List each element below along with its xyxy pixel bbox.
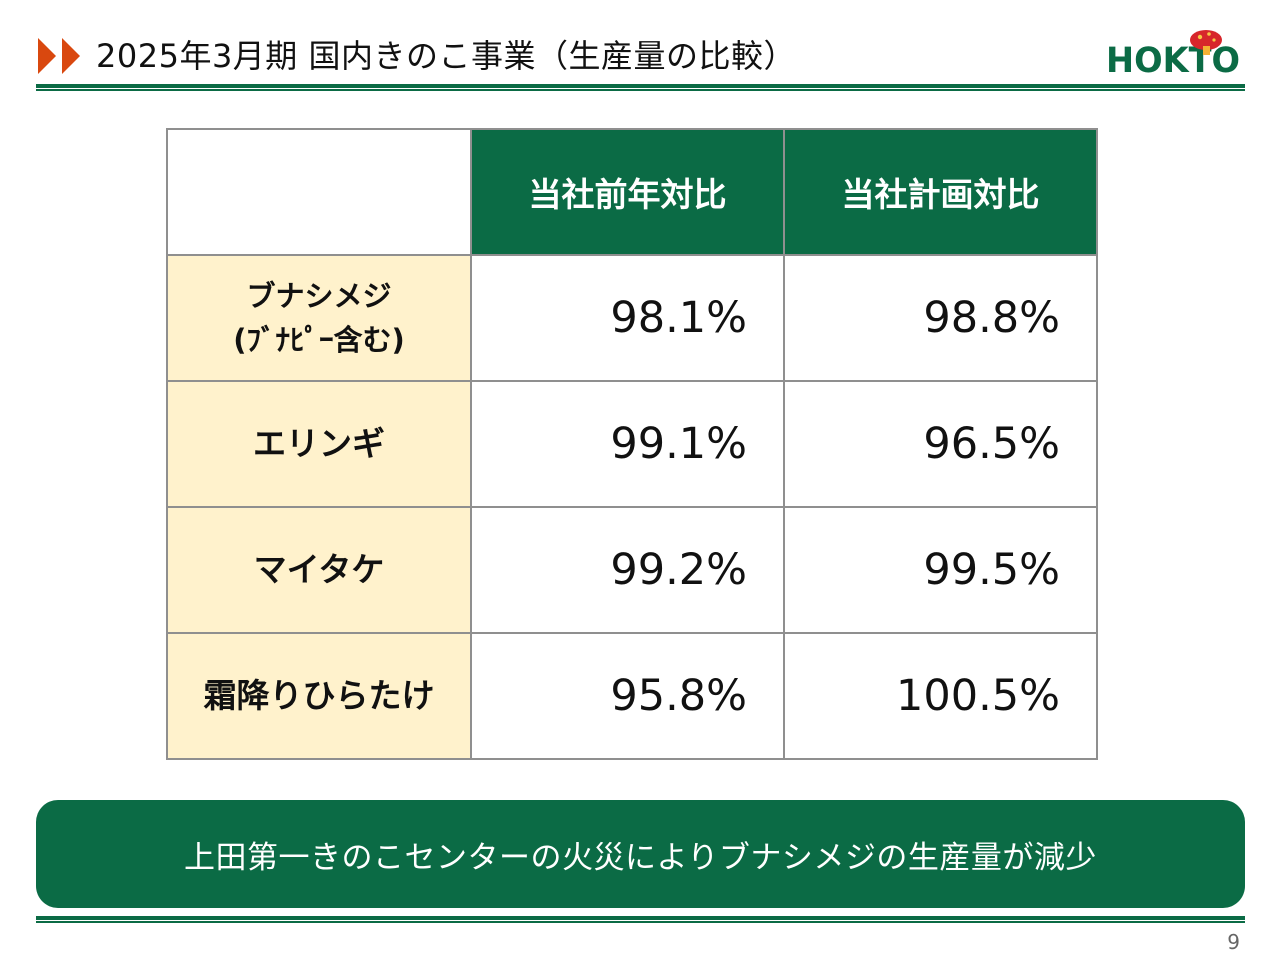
cell-vs-plan: 96.5% [783, 380, 1098, 508]
row-label-line2: (ﾌﾞﾅﾋﾟｰ含む) [233, 323, 405, 357]
footer-rule [36, 916, 1245, 923]
row-label-line1: ブナシメジ [246, 279, 392, 313]
header-rule [36, 84, 1245, 91]
note-banner: 上田第一きのこセンターの火災によりブナシメジの生産量が減少 [36, 800, 1245, 908]
row-label-shimofuri-hiratake: 霜降りひらたけ [166, 632, 472, 760]
cell-vs-prev-year: 98.1% [470, 254, 785, 382]
header-arrows-icon [38, 38, 80, 74]
table-row: マイタケ 99.2% 99.5% [166, 506, 1098, 634]
cell-vs-plan: 99.5% [783, 506, 1098, 634]
column-header-plan: 当社計画対比 [783, 128, 1098, 256]
table-header-row: 当社前年対比 当社計画対比 [166, 128, 1098, 256]
cell-vs-prev-year: 95.8% [470, 632, 785, 760]
logo-mushroom-cap [1190, 30, 1222, 55]
cell-vs-prev-year: 99.1% [470, 380, 785, 508]
cell-vs-plan: 100.5% [783, 632, 1098, 760]
mushroom-logo-icon: HOKTO [1106, 30, 1240, 81]
cell-vs-prev-year: 99.2% [470, 506, 785, 634]
table-row: 霜降りひらたけ 95.8% 100.5% [166, 632, 1098, 760]
cell-vs-plan: 98.8% [783, 254, 1098, 382]
page-title: 2025年3月期 国内きのこ事業（生産量の比較） [96, 37, 796, 75]
table-row: エリンギ 99.1% 96.5% [166, 380, 1098, 508]
row-label-maitake: マイタケ [166, 506, 472, 634]
row-label-bunashimeji: ブナシメジ (ﾌﾞﾅﾋﾟｰ含む) [166, 254, 472, 382]
row-label-eringi: エリンギ [166, 380, 472, 508]
logo-text: HOKTO [1106, 41, 1240, 81]
table-row: ブナシメジ (ﾌﾞﾅﾋﾟｰ含む) 98.1% 98.8% [166, 254, 1098, 382]
note-banner-text: 上田第一きのこセンターの火災によりブナシメジの生産量が減少 [184, 839, 1097, 876]
column-header-prev-year: 当社前年対比 [470, 128, 785, 256]
page-number: 9 [1227, 930, 1240, 954]
table-corner-cell [166, 128, 472, 256]
production-comparison-table: 当社前年対比 当社計画対比 ブナシメジ (ﾌﾞﾅﾋﾟｰ含む) 98.1% 98.… [166, 128, 1098, 760]
